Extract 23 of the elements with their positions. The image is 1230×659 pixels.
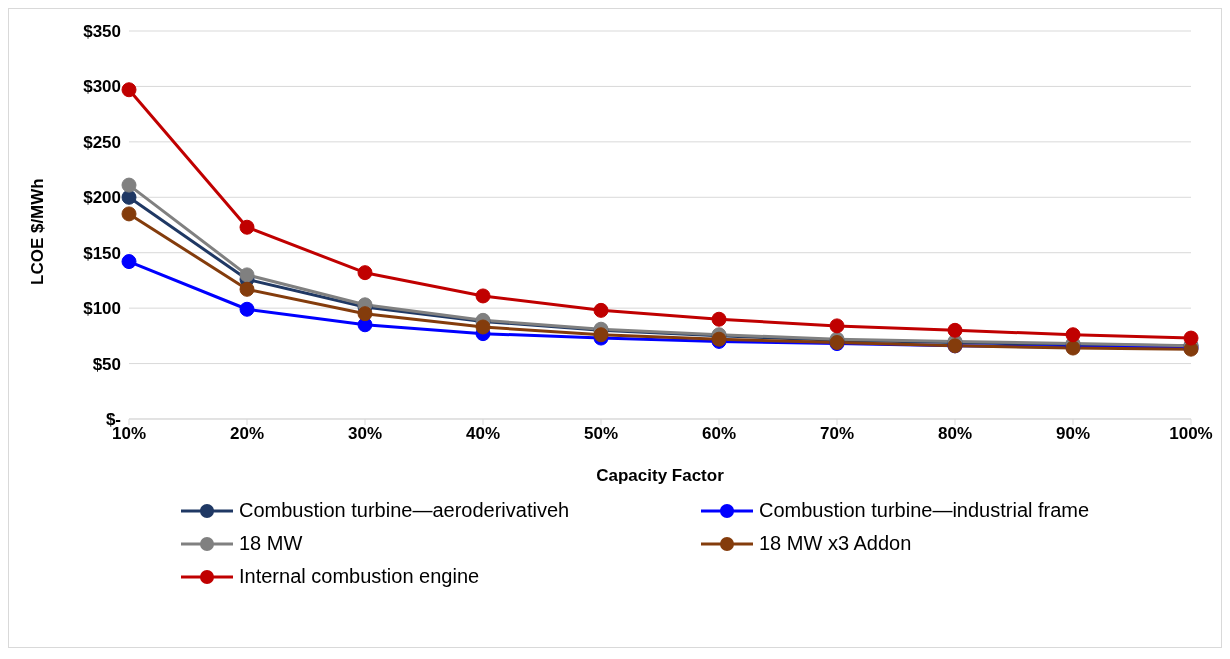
x-tick-label: 50% xyxy=(583,424,619,444)
x-tick-label: 20% xyxy=(229,424,265,444)
legend-label: Combustion turbine—industrial frame xyxy=(759,499,1090,522)
y-tick-label: $250 xyxy=(83,132,121,152)
x-tick-label: 70% xyxy=(819,424,855,444)
x-tick-label: 100% xyxy=(1169,424,1213,444)
y-axis-title: LCOE $/MWh xyxy=(28,178,48,285)
legend-label: 18 MW xyxy=(239,532,303,555)
y-tick-label: $300 xyxy=(83,77,121,97)
y-tick-label: $50 xyxy=(92,354,121,374)
x-tick-label: 90% xyxy=(1055,424,1091,444)
y-tick-label: $100 xyxy=(83,299,121,319)
x-tick-label: 40% xyxy=(465,424,501,444)
x-axis-title: Capacity Factor xyxy=(596,466,725,485)
legend-label: Combustion turbine—aeroderivativeh xyxy=(239,499,570,522)
x-tick-label: 60% xyxy=(701,424,737,444)
legend-label: Internal combustion engine xyxy=(239,565,480,588)
y-tick-label: $150 xyxy=(83,243,121,263)
x-tick-label: 30% xyxy=(347,424,383,444)
y-tick-label: $200 xyxy=(83,188,121,208)
legend-label: 18 MW x3 Addon xyxy=(759,532,912,555)
y-tick-label: $350 xyxy=(83,22,121,42)
x-tick-label: 80% xyxy=(937,424,973,444)
